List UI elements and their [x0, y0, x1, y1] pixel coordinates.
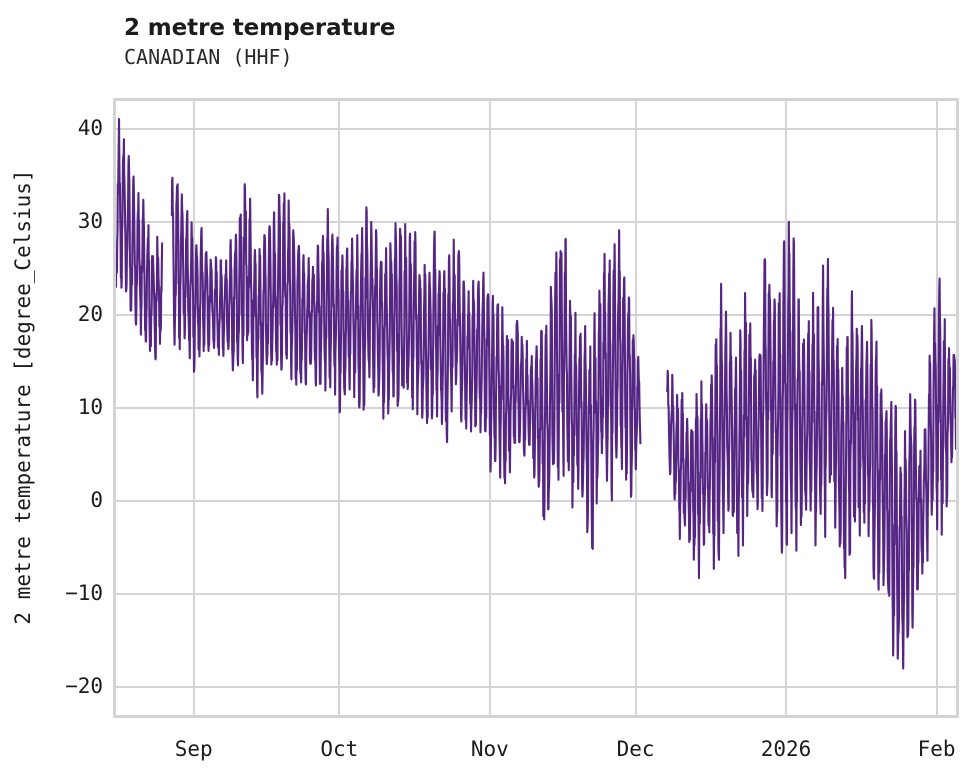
- series-line: [116, 118, 956, 670]
- y-axis-tick-label: 0: [90, 488, 103, 513]
- x-axis-tick-label: Sep: [174, 737, 213, 761]
- y-axis-tick-label: 20: [77, 301, 103, 326]
- gridline-horizontal: [116, 500, 956, 503]
- gridline-horizontal: [116, 593, 956, 596]
- y-axis-tick-label: 40: [77, 115, 103, 140]
- x-axis-tick-label: Nov: [470, 737, 509, 761]
- y-axis-tick-labels: 40 30 20 10 0 −10 −20: [0, 98, 103, 718]
- x-axis-tick-label: Dec: [616, 737, 655, 761]
- x-axis-tick-label: Oct: [320, 737, 359, 761]
- y-axis-tick-label: −10: [65, 581, 103, 606]
- gridline-horizontal: [116, 127, 956, 130]
- x-axis-tick-label: 2026: [760, 737, 812, 761]
- y-axis-tick-label: −20: [65, 674, 103, 699]
- title-block: 2 metre temperature CANADIAN (HHF): [124, 14, 824, 70]
- y-axis-tick-label: 30: [77, 208, 103, 233]
- x-axis-tick-label: Feb: [917, 737, 956, 761]
- plot-inner: [116, 101, 956, 715]
- gridline-horizontal: [116, 686, 956, 689]
- page-title: 2 metre temperature: [124, 15, 396, 41]
- temperature-series: [116, 118, 956, 670]
- y-axis-tick-label: 10: [77, 395, 103, 419]
- gridline-horizontal: [116, 220, 956, 223]
- gridline-vertical: [192, 101, 195, 715]
- chart-subtitle: CANADIAN (HHF): [124, 45, 293, 69]
- x-axis-tick-labels: Sep Oct Nov Dec 2026 Feb: [113, 737, 959, 767]
- plot-area: [113, 98, 959, 718]
- gridline-horizontal: [116, 313, 956, 316]
